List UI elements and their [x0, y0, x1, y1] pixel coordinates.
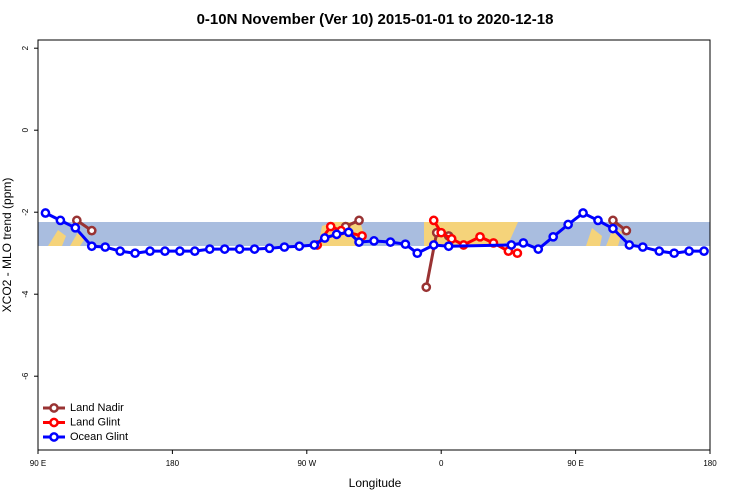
point — [343, 227, 354, 238]
point — [512, 248, 523, 259]
point — [369, 236, 379, 246]
point — [309, 240, 320, 250]
x-tick-label: 0 — [439, 459, 444, 468]
point — [189, 246, 200, 256]
x-axis-title: Longitude — [349, 476, 402, 490]
point — [684, 246, 694, 256]
point — [219, 244, 230, 254]
point — [331, 229, 342, 240]
point — [436, 227, 447, 238]
point — [621, 225, 632, 236]
point — [654, 246, 665, 256]
x-tick-label: 180 — [703, 459, 717, 468]
point — [608, 223, 618, 234]
point — [533, 244, 544, 254]
legend-label: Land Glint — [70, 416, 120, 428]
legend-marker — [49, 417, 59, 428]
point — [624, 240, 635, 250]
point — [40, 208, 51, 218]
y-axis-title: XCO2 - MLO trend (ppm) — [0, 178, 14, 313]
y-tick-label: 0 — [21, 127, 30, 132]
point — [578, 208, 588, 218]
point — [145, 246, 155, 256]
legend-label: Ocean Glint — [70, 431, 128, 443]
legend-marker — [49, 403, 59, 413]
point — [204, 244, 215, 254]
point — [175, 246, 185, 256]
point — [475, 231, 485, 242]
point — [160, 246, 170, 256]
point — [428, 215, 439, 226]
land-patch — [586, 228, 602, 246]
point — [443, 241, 454, 252]
y-tick-label: -6 — [21, 372, 30, 380]
series-line — [75, 219, 628, 288]
point — [130, 248, 140, 259]
point — [421, 282, 432, 293]
legend-marker — [49, 432, 59, 442]
point — [518, 238, 529, 248]
y-tick-label: -2 — [21, 208, 30, 216]
y-tick-label: 2 — [21, 45, 30, 50]
point — [264, 243, 275, 254]
point — [100, 242, 111, 252]
x-tick-label: 90 E — [567, 459, 583, 468]
point — [637, 242, 648, 252]
legend: Land Nadir Land Glint Ocean Glint — [43, 402, 128, 443]
point — [234, 244, 245, 254]
point — [86, 241, 97, 252]
x-tick-label: 180 — [166, 459, 180, 468]
point — [563, 219, 573, 230]
land-patch — [606, 226, 622, 246]
point — [608, 215, 618, 226]
point — [428, 240, 439, 250]
point — [354, 215, 364, 226]
x-tick-label: 90 W — [297, 459, 316, 468]
point — [115, 246, 125, 256]
point — [279, 242, 290, 252]
legend-label: Land Nadir — [70, 402, 124, 414]
y-tick-label: -4 — [21, 290, 30, 298]
point — [55, 215, 66, 226]
point — [325, 221, 336, 232]
point — [593, 215, 603, 226]
point — [294, 241, 305, 252]
point — [400, 239, 411, 250]
point — [412, 248, 423, 259]
point — [506, 240, 517, 250]
point — [319, 233, 330, 243]
point — [354, 237, 364, 247]
point — [86, 225, 97, 236]
point — [70, 222, 81, 233]
point — [446, 234, 457, 244]
x-tick-label: 90 E — [30, 459, 46, 468]
plot-frame — [37, 39, 711, 451]
point — [548, 231, 559, 242]
point — [669, 248, 680, 259]
point — [699, 246, 709, 256]
point — [385, 237, 396, 247]
point — [71, 215, 82, 226]
land-patch — [48, 230, 66, 246]
chart-title: 0-10N November (Ver 10) 2015-01-01 to 20… — [197, 11, 554, 28]
point — [249, 244, 260, 254]
